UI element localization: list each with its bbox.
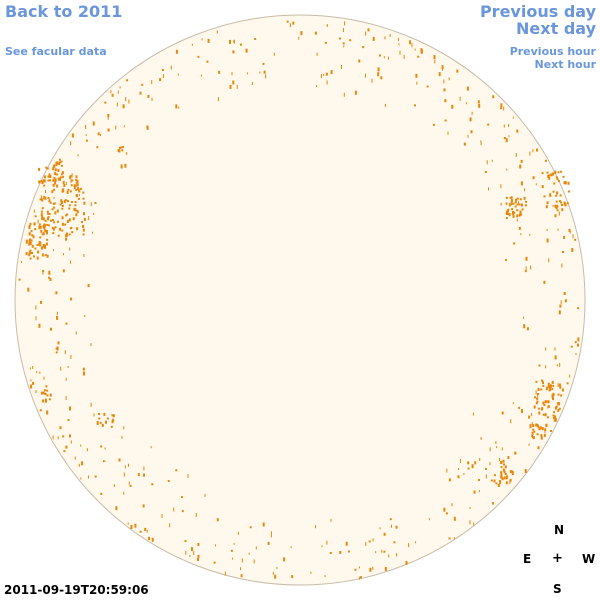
previous-day-link[interactable]: Previous day [479,2,596,21]
previous-hour-link[interactable]: Previous hour [509,45,596,58]
compass-east-label: E [523,552,532,566]
compass-center-icon: + [552,551,563,566]
compass-south-label: S [553,582,562,596]
back-to-year-link[interactable]: Back to 2011 [5,2,123,21]
compass-north-label: N [554,523,565,537]
solar-disk [14,14,586,586]
see-facular-data-link[interactable]: See facular data [5,45,107,58]
observation-timestamp: 2011-09-19T20:59:06 [4,583,149,597]
next-day-link[interactable]: Next day [516,19,596,38]
magnetogram-spots [18,20,580,580]
compass-west-label: W [582,552,596,566]
next-hour-link[interactable]: Next hour [534,58,597,71]
